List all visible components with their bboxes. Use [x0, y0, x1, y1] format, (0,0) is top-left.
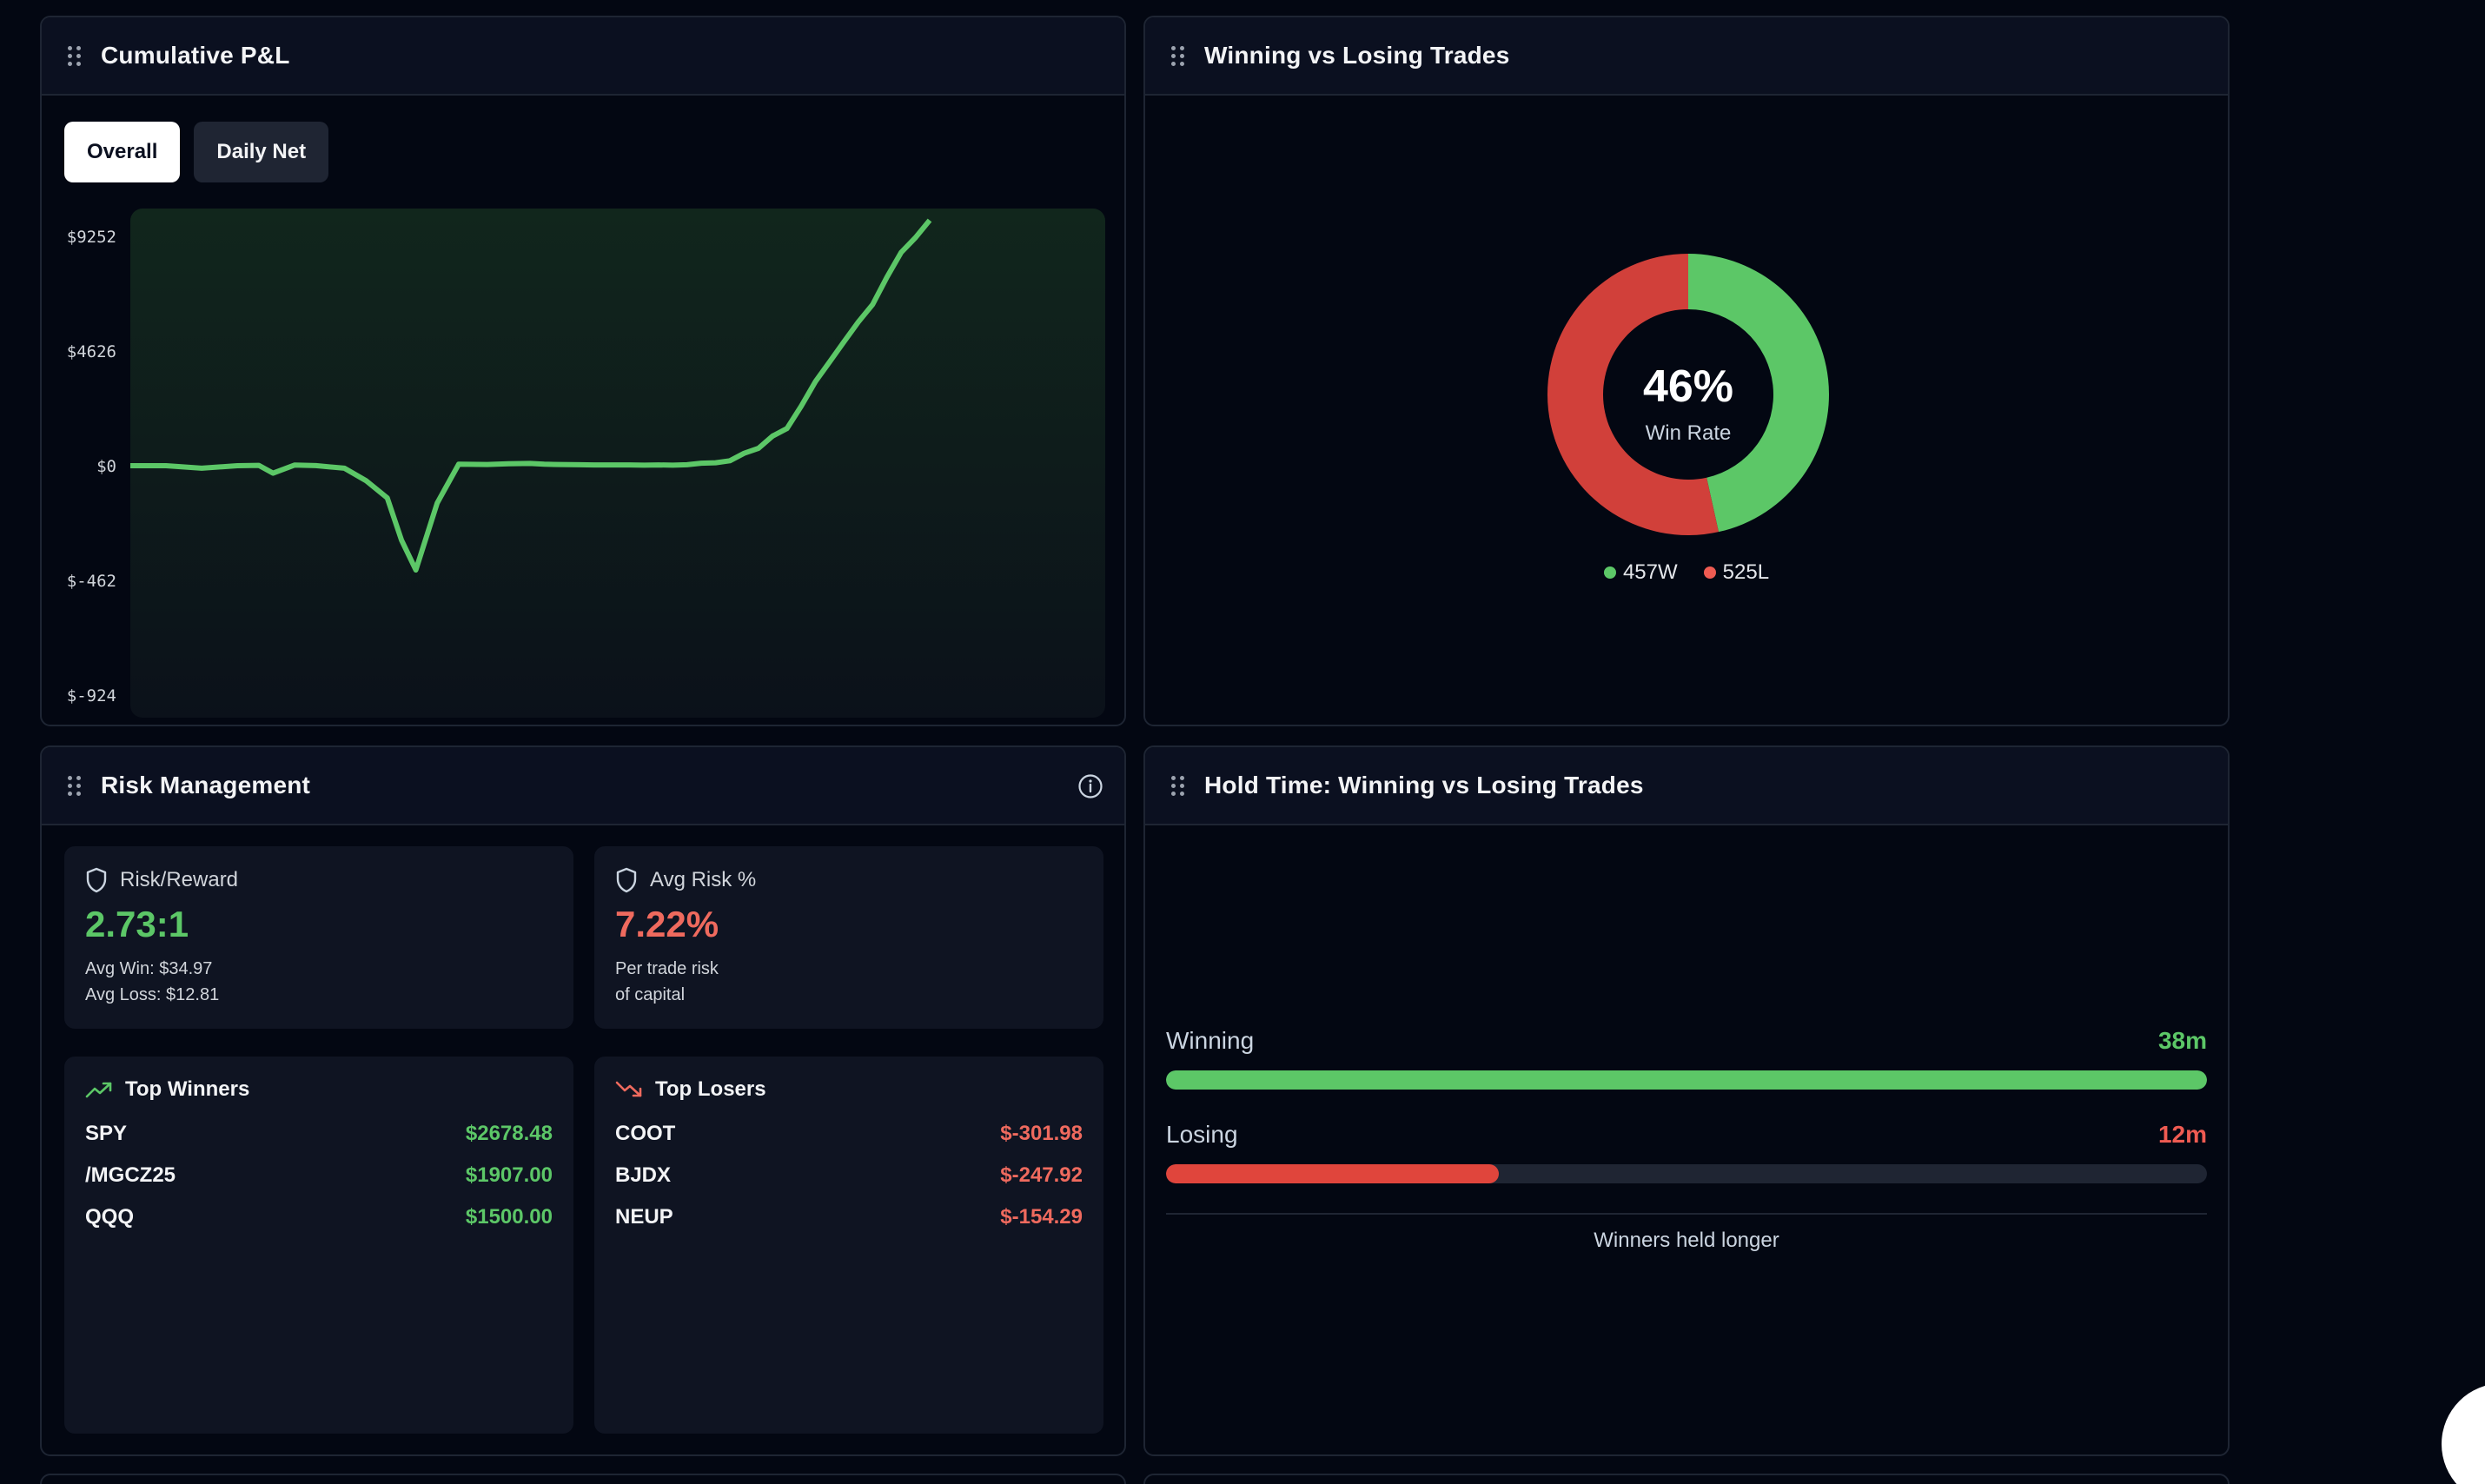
pnl-view-toggle: Overall Daily Net: [64, 122, 329, 182]
win-rate-value: 46%: [1643, 361, 1733, 412]
win-rate-donut[interactable]: 46% Win Rate: [1541, 247, 1836, 542]
avg-risk-tile: Avg Risk % 7.22% Per trade risk of capit…: [594, 846, 1103, 1029]
shield-icon: [616, 867, 637, 893]
risk-reward-label: Risk/Reward: [120, 868, 239, 891]
hold-time-card: Hold Time: Winning vs Losing Trades Winn…: [1143, 745, 2230, 1456]
winloss-card: Winning vs Losing Trades 46% Win Rate 45…: [1143, 16, 2230, 726]
top-losers-tile: Top Losers COOT $-301.98 BJDX $-247.92 NEU…: [594, 1057, 1103, 1434]
y-tick-label: $9252: [67, 228, 116, 247]
risk-card: Risk Management Risk/Reward 2.73:1 Avg W…: [40, 745, 1126, 1456]
drag-handle-icon[interactable]: [1170, 774, 1187, 797]
risk-reward-tile: Risk/Reward 2.73:1 Avg Win: $34.97 Avg L…: [64, 846, 573, 1029]
hold-time-footnote: Winners held longer: [1594, 1229, 1779, 1252]
legend-wins-label: 457W: [1622, 560, 1678, 584]
losing-hold-row: Losing 12m: [1166, 1121, 2207, 1149]
winning-hold-row: Winning 38m: [1166, 1027, 2207, 1055]
winloss-card-header: Winning vs Losing Trades: [1145, 17, 2228, 96]
top-winners-label: Top Winners: [125, 1077, 250, 1101]
losses-dot-icon: [1703, 566, 1716, 579]
winning-hold-label: Winning: [1166, 1027, 1255, 1054]
avg-win-text: Avg Win: $34.97: [85, 959, 213, 978]
winning-hold-fill: [1166, 1070, 2207, 1090]
win-rate-label: Win Rate: [1646, 421, 1732, 445]
avg-loss-text: Avg Loss: $12.81: [85, 985, 220, 1004]
losing-hold-fill: [1166, 1164, 1500, 1183]
list-item[interactable]: /MGCZ25 $1907.00: [85, 1163, 553, 1187]
next-card-right: [1143, 1474, 2230, 1484]
losing-hold-value: 12m: [2157, 1121, 2207, 1148]
y-tick-label: $4626: [67, 342, 116, 361]
legend-wins: 457W: [1603, 560, 1678, 585]
trending-down-icon: [615, 1081, 642, 1097]
losing-hold-label: Losing: [1166, 1121, 1238, 1148]
top-losers-label: Top Losers: [655, 1077, 766, 1101]
tab-overall[interactable]: Overall: [64, 122, 181, 182]
trending-up-icon: [85, 1082, 112, 1098]
list-item[interactable]: BJDX $-247.92: [615, 1163, 1083, 1187]
legend-losses: 525L: [1703, 560, 1770, 585]
avg-risk-line2: of capital: [615, 985, 686, 1004]
avg-risk-label: Avg Risk %: [650, 868, 757, 891]
winning-hold-bar: [1166, 1070, 2207, 1090]
tab-daily-net[interactable]: Daily Net: [194, 122, 329, 182]
drag-handle-icon[interactable]: [66, 774, 83, 797]
y-tick-label: $0: [96, 457, 116, 476]
risk-card-header: Risk Management: [42, 747, 1124, 825]
divider: [1166, 1213, 2207, 1215]
legend-losses-label: 525L: [1722, 560, 1770, 584]
risk-reward-value: 2.73:1: [85, 904, 189, 944]
winloss-card-title: Winning vs Losing Trades: [1204, 42, 1510, 69]
donut-legend: 457W 525L: [1145, 560, 2228, 585]
floating-action-button[interactable]: [2442, 1383, 2485, 1484]
hold-time-card-header: Hold Time: Winning vs Losing Trades: [1145, 747, 2228, 825]
hold-time-card-title: Hold Time: Winning vs Losing Trades: [1204, 772, 1644, 798]
y-tick-label: $-462: [67, 572, 116, 591]
list-item[interactable]: COOT $-301.98: [615, 1122, 1083, 1145]
pnl-card-header: Cumulative P&L: [42, 17, 1124, 96]
losing-hold-bar: [1166, 1164, 2207, 1183]
info-icon[interactable]: [1077, 773, 1103, 799]
risk-card-title: Risk Management: [101, 772, 311, 798]
donut-slice-losses[interactable]: [1547, 254, 1719, 535]
drag-handle-icon[interactable]: [1170, 44, 1187, 67]
top-winners-tile: Top Winners SPY $2678.48 /MGCZ25 $1907.00 …: [64, 1057, 573, 1434]
drag-handle-icon[interactable]: [66, 44, 83, 67]
winning-hold-value: 38m: [2157, 1027, 2207, 1054]
wins-dot-icon: [1603, 566, 1616, 579]
pnl-card: Cumulative P&L Overall Daily Net $9252 $4…: [40, 16, 1126, 726]
pnl-card-title: Cumulative P&L: [101, 42, 290, 69]
donut-slice-wins[interactable]: [1688, 254, 1829, 533]
avg-risk-line1: Per trade risk: [615, 959, 719, 978]
pnl-series-line: [130, 218, 932, 573]
y-tick-label: $-924: [67, 686, 116, 706]
next-card-left: [40, 1474, 1126, 1484]
pnl-chart[interactable]: $9252 $4626 $0 $-462 $-924: [42, 191, 1126, 726]
list-item[interactable]: SPY $2678.48: [85, 1122, 553, 1145]
list-item[interactable]: QQQ $1500.00: [85, 1205, 553, 1229]
list-item[interactable]: NEUP $-154.29: [615, 1205, 1083, 1229]
shield-icon: [86, 867, 107, 893]
avg-risk-value: 7.22%: [615, 904, 719, 944]
